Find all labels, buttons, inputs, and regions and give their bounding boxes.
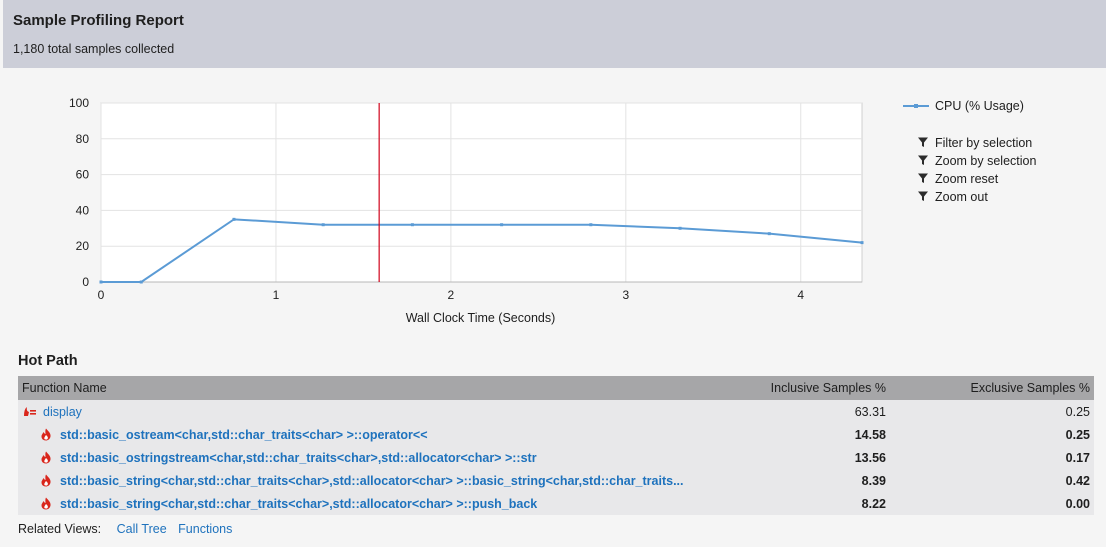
x-tick-label: 1 bbox=[273, 288, 280, 302]
inclusive-value: 8.39 bbox=[861, 473, 886, 488]
function-link[interactable]: display bbox=[43, 404, 82, 419]
x-tick-label: 2 bbox=[448, 288, 455, 302]
function-link[interactable]: std::basic_ostringstream<char,std::char_… bbox=[60, 450, 537, 465]
inclusive-value: 63.31 bbox=[854, 404, 886, 419]
table-row[interactable]: std::basic_ostringstream<char,std::char_… bbox=[18, 446, 1094, 469]
column-inclusive-samples[interactable]: Inclusive Samples % bbox=[770, 381, 886, 395]
inclusive-value: 14.58 bbox=[854, 427, 886, 442]
zoom-out-button[interactable]: Zoom out bbox=[917, 188, 1036, 206]
y-tick-label: 20 bbox=[76, 239, 90, 253]
exclusive-value: 0.25 bbox=[1065, 404, 1090, 419]
x-tick-label: 3 bbox=[622, 288, 629, 302]
data-point[interactable] bbox=[410, 223, 414, 227]
filter-icon bbox=[917, 154, 929, 169]
data-point[interactable] bbox=[139, 280, 143, 284]
samples-summary: 1,180 total samples collected bbox=[13, 42, 175, 56]
call-tree-link[interactable]: Call Tree bbox=[116, 522, 167, 536]
report-header: Sample Profiling Report 1,180 total samp… bbox=[3, 0, 1106, 68]
y-tick-label: 40 bbox=[76, 203, 90, 217]
y-tick-label: 100 bbox=[69, 96, 89, 110]
data-point[interactable] bbox=[678, 226, 682, 230]
hot-path-root-icon bbox=[23, 405, 37, 419]
legend-item-cpu[interactable]: CPU (% Usage) bbox=[903, 98, 1024, 114]
zoom-by-selection-button[interactable]: Zoom by selection bbox=[917, 152, 1036, 170]
data-point[interactable] bbox=[767, 232, 771, 236]
table-row[interactable]: std::basic_ostream<char,std::char_traits… bbox=[18, 423, 1094, 446]
action-label: Filter by selection bbox=[935, 136, 1033, 150]
action-label: Zoom reset bbox=[935, 172, 999, 186]
column-exclusive-samples[interactable]: Exclusive Samples % bbox=[970, 381, 1091, 395]
table-header: Function Name Inclusive Samples % Exclus… bbox=[18, 376, 1094, 400]
data-point[interactable] bbox=[860, 241, 864, 245]
table-row[interactable]: std::basic_string<char,std::char_traits<… bbox=[18, 492, 1094, 515]
zoom-reset-button[interactable]: Zoom reset bbox=[917, 170, 1036, 188]
filter-by-selection-button[interactable]: Filter by selection bbox=[917, 134, 1036, 152]
exclusive-value: 0.00 bbox=[1065, 496, 1090, 511]
data-point[interactable] bbox=[500, 223, 504, 227]
related-views-label: Related Views: bbox=[18, 522, 102, 536]
x-tick-label: 0 bbox=[98, 288, 105, 302]
flame-icon bbox=[40, 428, 54, 442]
action-label: Zoom out bbox=[935, 190, 988, 204]
inclusive-value: 13.56 bbox=[854, 450, 886, 465]
x-tick-label: 4 bbox=[797, 288, 804, 302]
chart-legend: CPU (% Usage) bbox=[903, 98, 1024, 114]
exclusive-value: 0.17 bbox=[1065, 450, 1090, 465]
hot-path-table: Function Name Inclusive Samples % Exclus… bbox=[18, 376, 1094, 515]
exclusive-value: 0.25 bbox=[1065, 427, 1090, 442]
legend-swatch bbox=[903, 104, 929, 108]
y-tick-label: 80 bbox=[76, 132, 90, 146]
series-line-cpu bbox=[101, 218, 863, 283]
function-link[interactable]: std::basic_string<char,std::char_traits<… bbox=[60, 473, 684, 488]
legend-label: CPU (% Usage) bbox=[935, 99, 1024, 113]
y-tick-label: 60 bbox=[76, 168, 90, 182]
table-row[interactable]: std::basic_string<char,std::char_traits<… bbox=[18, 469, 1094, 492]
flame-icon bbox=[40, 474, 54, 488]
function-link[interactable]: std::basic_ostream<char,std::char_traits… bbox=[60, 427, 428, 442]
report-title: Sample Profiling Report bbox=[13, 12, 184, 29]
plot-area[interactable] bbox=[100, 102, 863, 283]
flame-icon bbox=[40, 451, 54, 465]
x-axis-label: Wall Clock Time (Seconds) bbox=[406, 311, 556, 325]
column-function-name[interactable]: Function Name bbox=[22, 381, 107, 395]
data-point[interactable] bbox=[99, 280, 103, 284]
related-views: Related Views: Call Tree Functions bbox=[18, 522, 240, 536]
filter-icon bbox=[917, 190, 929, 205]
exclusive-value: 0.42 bbox=[1065, 473, 1090, 488]
table-body: display 63.31 0.25 std::basic_ostream<ch… bbox=[18, 400, 1094, 515]
cpu-usage-chart[interactable]: 0 20 40 60 80 100 0 1 2 3 4 Wall Clock Time (Second… bbox=[0, 68, 900, 338]
data-point[interactable] bbox=[589, 223, 593, 227]
inclusive-value: 8.22 bbox=[861, 496, 886, 511]
chart-actions: Filter by selection Zoom by selection Zo… bbox=[917, 134, 1036, 206]
y-tick-label: 0 bbox=[82, 275, 89, 289]
filter-icon bbox=[917, 136, 929, 151]
functions-link[interactable]: Functions bbox=[178, 522, 233, 536]
filter-icon bbox=[917, 172, 929, 187]
table-row[interactable]: display 63.31 0.25 bbox=[18, 400, 1094, 423]
hot-path-title: Hot Path bbox=[18, 353, 78, 369]
action-label: Zoom by selection bbox=[935, 154, 1037, 168]
data-point[interactable] bbox=[321, 223, 325, 227]
data-point[interactable] bbox=[232, 217, 236, 221]
function-link[interactable]: std::basic_string<char,std::char_traits<… bbox=[60, 496, 538, 511]
flame-icon bbox=[40, 497, 54, 511]
